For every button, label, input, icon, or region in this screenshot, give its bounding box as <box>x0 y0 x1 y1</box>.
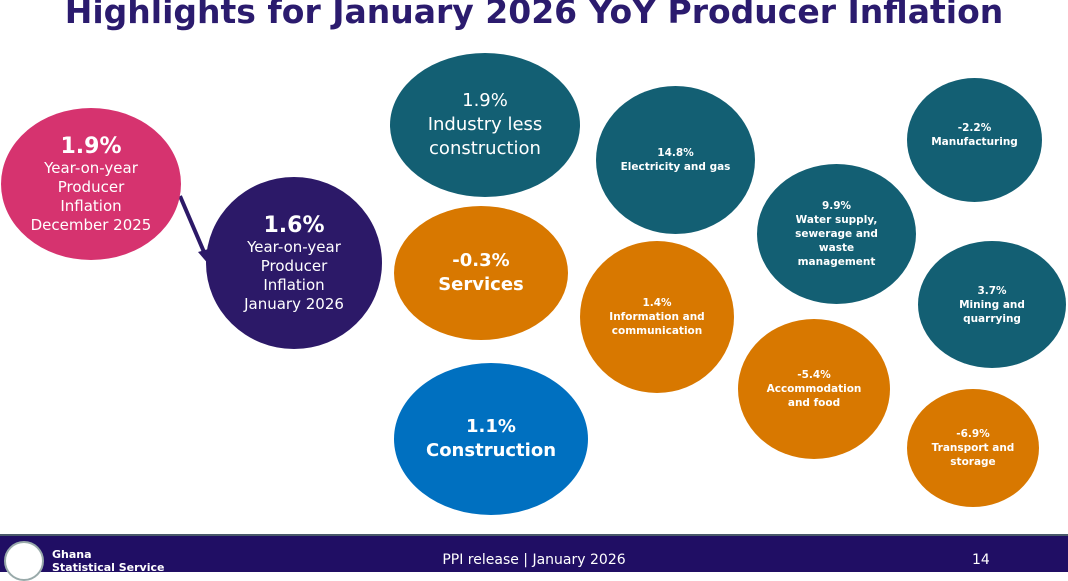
bubble-label: storage <box>950 456 996 468</box>
bubble-label: Electricity and gas <box>620 161 731 173</box>
page-number: 14 <box>972 552 990 568</box>
bubble-industry: 1.9% Industry less construction <box>390 53 580 197</box>
page-title: Highlights for January 2026 YoY Producer… <box>64 0 1004 31</box>
bubble-label: Mining and <box>959 298 1025 311</box>
bubble-value: 3.7% <box>977 284 1007 297</box>
bubble-january-2026: 1.6% Year-on-year Producer Inflation Jan… <box>206 177 382 349</box>
bubble-water: 9.9% Water supply, sewerage and waste ma… <box>757 164 916 304</box>
bubble-label: waste <box>818 242 855 254</box>
bubble-label: construction <box>429 138 541 159</box>
bubble-label: Information and <box>609 311 705 323</box>
bubble-label: Accommodation <box>766 383 862 395</box>
bubble-label: January 2026 <box>244 294 344 313</box>
bubble-label: Construction <box>425 440 557 461</box>
bubble-label: December 2025 <box>30 215 152 234</box>
bubble-value: 1.1% <box>466 416 516 437</box>
bubble-label: quarrying <box>963 312 1021 325</box>
bubble-label: communication <box>611 325 703 337</box>
bubble-construction: 1.1% Construction <box>394 363 588 515</box>
bubble-value: -2.2% <box>957 122 992 134</box>
bubble-value: 1.9% <box>462 90 508 111</box>
bubble-label: Year-on-year <box>247 237 341 256</box>
bubble-label: Inflation <box>263 275 325 294</box>
footer: Ghana Statistical Service PPI release | … <box>0 534 1068 581</box>
bubble-value: -0.3% <box>452 250 510 271</box>
bubble-transport: -6.9% Transport and storage <box>907 389 1039 507</box>
bubble-mining: 3.7% Mining and quarrying <box>918 241 1066 368</box>
bubble-label: management <box>797 256 876 268</box>
bubble-label: Water supply, <box>795 214 878 226</box>
bubble-value: -5.4% <box>797 369 831 381</box>
bubble-accommodation: -5.4% Accommodation and food <box>738 319 890 459</box>
bubble-electricity: 14.8% Electricity and gas <box>596 86 755 234</box>
bubble-value: 9.9% <box>821 200 852 212</box>
footer-release: PPI release | January 2026 <box>442 552 626 568</box>
bubble-label: and food <box>787 397 841 409</box>
bubble-label: Year-on-year <box>44 158 138 177</box>
bubble-manufacturing: -2.2% Manufacturing <box>907 78 1042 202</box>
bubble-services: -0.3% Services <box>394 206 568 340</box>
bubble-value: 14.8% <box>657 147 694 159</box>
bubble-value: 1.4% <box>642 297 672 309</box>
bubble-value: 1.9% <box>60 133 122 159</box>
bubble-label: Producer <box>57 177 125 196</box>
bubble-value: 1.6% <box>263 212 325 238</box>
bubble-label: Manufacturing <box>931 136 1018 148</box>
bubble-label: Inflation <box>60 196 122 215</box>
bubble-value: -6.9% <box>956 428 990 440</box>
bubble-information: 1.4% Information and communication <box>580 241 734 393</box>
bubble-label: Transport and <box>931 442 1015 454</box>
bubble-label: Services <box>438 274 524 295</box>
bubble-december-2025: 1.9% Year-on-year Producer Inflation Dec… <box>1 108 181 260</box>
bubble-label: sewerage and <box>795 228 878 240</box>
bubble-label: Industry less <box>427 114 543 135</box>
bubble-label: Producer <box>260 256 328 275</box>
org-line: Ghana <box>52 548 92 561</box>
